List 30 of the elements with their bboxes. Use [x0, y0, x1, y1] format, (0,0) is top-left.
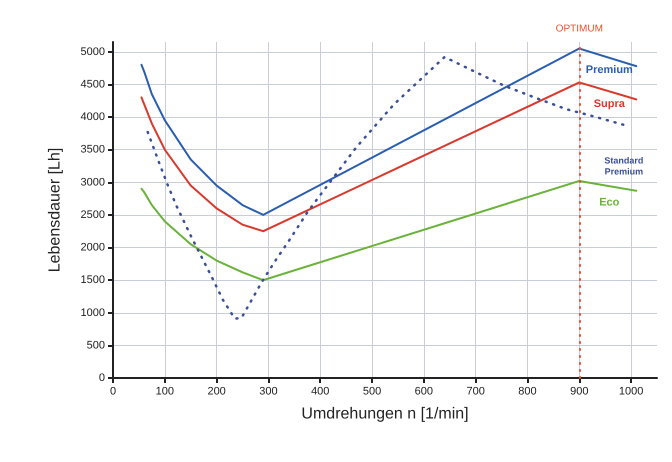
y-tick-label: 2500 [80, 208, 105, 221]
x-tick-label: 1000 [618, 386, 644, 398]
ref-line-label: OPTIMUM [556, 24, 603, 34]
x-tick-label: 0 [110, 386, 116, 398]
x-tick-label: 900 [570, 386, 588, 398]
y-tick-label: 1500 [80, 274, 105, 286]
line-series [140, 180, 638, 282]
x-tick-label: 500 [362, 386, 382, 398]
x-tick-label: 100 [156, 386, 174, 398]
y-tick-label: 3500 [80, 144, 105, 156]
y-axis-title: Lebensdauer [Lh] [46, 148, 64, 272]
x-tick-label: 200 [207, 386, 226, 398]
y-tick-label: 2000 [80, 242, 105, 254]
x-tick-label: 700 [466, 386, 485, 398]
x-axis-title: Umdrehungen n [1/min] [301, 406, 469, 422]
series-label: Eco [599, 196, 620, 208]
series-label: Supra [594, 98, 626, 110]
y-tick-label: 4000 [80, 111, 105, 124]
y-tick-label: 5000 [80, 46, 105, 58]
y-tick-label: 4500 [80, 78, 105, 90]
y-tick-label: 1000 [80, 306, 105, 319]
y-tick-label: 0 [98, 372, 105, 384]
y-tick-label: 500 [86, 339, 105, 352]
x-tick-label: 800 [518, 386, 537, 398]
x-tick-label: 600 [414, 386, 434, 398]
y-tick-label: 3000 [80, 176, 105, 188]
series-label: Premium [586, 64, 634, 76]
x-tick-label: 400 [311, 386, 330, 398]
x-tick-label: 300 [259, 386, 278, 398]
text: Standard Premium [604, 155, 644, 176]
